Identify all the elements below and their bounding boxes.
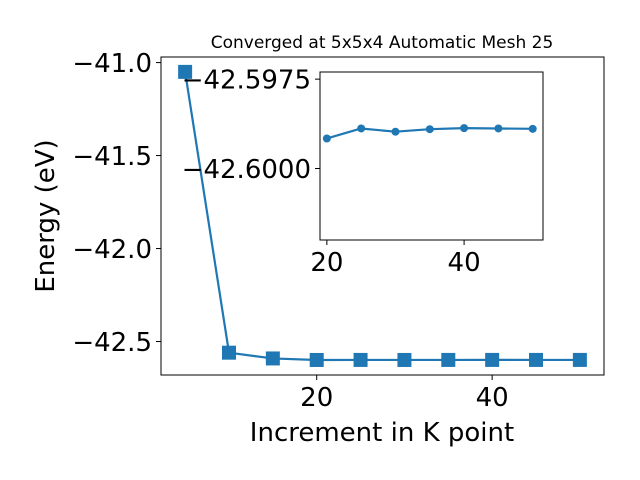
main-chart: Converged at 5x5x4 Automatic Mesh 25 20 4…	[31, 33, 605, 448]
main-data-point	[485, 352, 500, 367]
main-data-point	[353, 352, 368, 367]
main-y-tick-label: −42.5	[72, 328, 152, 358]
main-data-point	[529, 352, 544, 367]
main-data-point	[178, 64, 193, 79]
main-ticks: 20 40 −41.0 −41.5 −42.0 −42.5	[72, 49, 508, 413]
inset-data-point	[494, 124, 503, 133]
main-data-point	[397, 352, 412, 367]
main-data-point	[441, 352, 456, 367]
main-x-tick-label: 40	[476, 383, 509, 413]
inset-data-point	[460, 124, 469, 133]
inset-x-tick-label: 40	[448, 248, 481, 278]
inset-data-point	[528, 124, 537, 133]
main-x-tick-label: 20	[300, 383, 333, 413]
inset-x-tick-label: 20	[310, 248, 343, 278]
main-plot-frame	[160, 56, 605, 376]
main-y-tick-label: −42.0	[72, 235, 152, 265]
x-axis-label: Increment in K point	[250, 418, 514, 448]
inset-data-point	[357, 124, 366, 133]
main-data-point	[309, 352, 324, 367]
inset-y-tick-label: −42.5975	[182, 66, 311, 96]
inset-data-point	[322, 134, 331, 143]
main-data-point	[221, 345, 236, 360]
chart-title: Converged at 5x5x4 Automatic Mesh 25	[211, 33, 554, 53]
main-data-point	[265, 351, 280, 366]
inset-background	[320, 72, 543, 240]
main-series-line	[184, 71, 580, 362]
inset-series	[322, 124, 537, 143]
inset-data-point	[425, 125, 434, 134]
inset-data-point	[391, 127, 400, 136]
main-y-tick-label: −41.0	[72, 49, 152, 79]
main-series	[178, 64, 587, 367]
inset-ticks: 20 40 −42.6000 −42.5975	[182, 66, 481, 278]
inset-plot-frame	[319, 71, 544, 241]
main-y-tick-label: −41.5	[72, 142, 152, 172]
inset-y-tick-label: −42.6000	[182, 155, 311, 185]
y-axis-label: Energy (eV)	[31, 139, 61, 292]
inset-chart: 20 40 −42.6000 −42.5975	[182, 66, 544, 278]
main-data-point	[572, 352, 587, 367]
